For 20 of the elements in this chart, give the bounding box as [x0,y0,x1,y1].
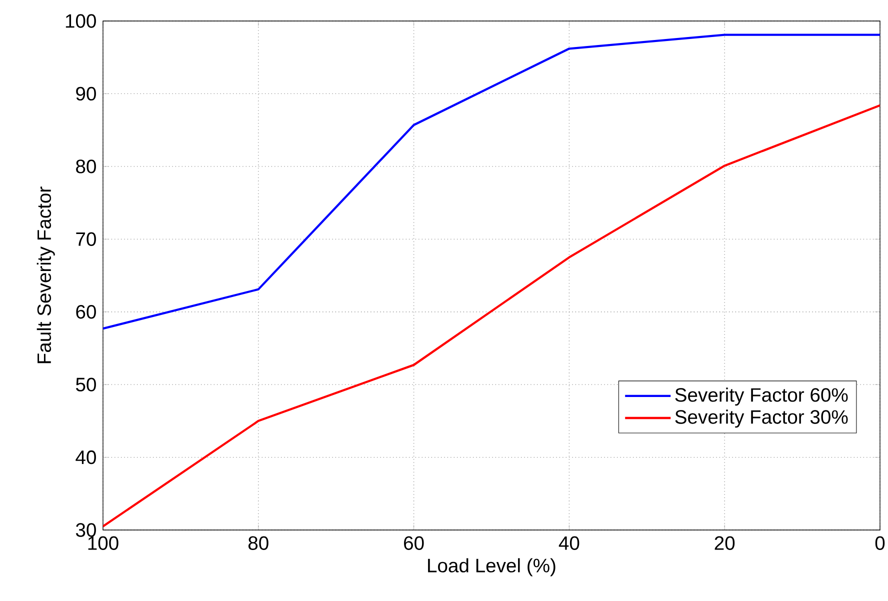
x-axis-title: Load Level (%) [428,558,556,576]
legend-label: Severity Factor 60% [675,388,848,406]
y-tick-label: 100 [66,14,96,28]
y-tick-label: 70 [76,232,96,246]
y-tick-label: 80 [76,160,96,174]
x-tick-label: 80 [248,536,268,550]
y-tick-label: 90 [76,86,96,101]
x-tick-label: 40 [558,536,580,550]
y-tick-label: 60 [76,305,96,319]
x-tick-label: 0 [875,536,885,550]
y-tick-label: 50 [76,378,96,392]
legend-label: Severity Factor 30% [675,410,848,428]
x-tick-label: 60 [404,536,424,550]
line-series [102,104,880,528]
y-tick-label: 40 [76,450,96,464]
line-series [102,34,880,330]
x-tick-label: 100 [88,536,118,550]
y-axis-title: Fault Severity Factor [36,186,55,364]
y-tick-label: 30 [76,523,96,537]
x-tick-label: 20 [714,536,735,550]
